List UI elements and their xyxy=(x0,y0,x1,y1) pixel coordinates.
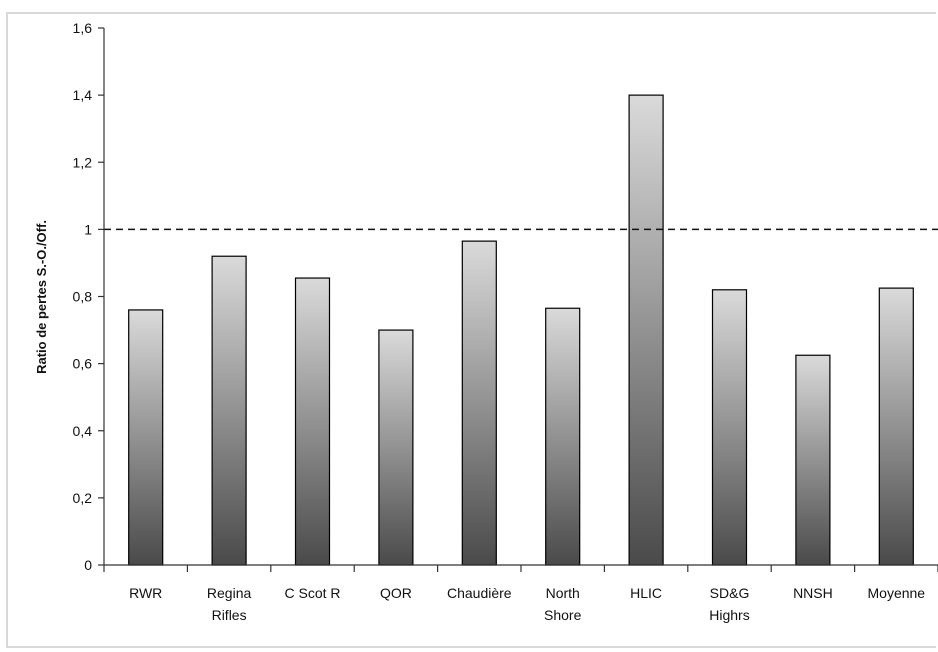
y-tick-label-5: 1 xyxy=(84,221,92,237)
y-tick-label-2: 0,4 xyxy=(73,423,93,439)
bar-0 xyxy=(128,309,164,566)
x-tick-label-2: C Scot R xyxy=(284,585,340,601)
y-tick-label-3: 0,6 xyxy=(73,356,93,372)
axes xyxy=(98,27,938,572)
x-tick-label-7: SD&G Highrs xyxy=(709,585,749,623)
y-tick-label-1: 0,2 xyxy=(73,490,93,506)
bar-4 xyxy=(461,240,497,566)
y-tick-label-7: 1,4 xyxy=(73,87,93,103)
bar-8 xyxy=(795,354,831,566)
y-tick-label-0: 0 xyxy=(84,557,92,573)
x-tick-label-9: Moyenne xyxy=(868,585,926,601)
bar-7 xyxy=(711,289,748,566)
bar-9 xyxy=(878,287,914,566)
x-tick-label-6: HLIC xyxy=(630,585,662,601)
x-tick-label-4: Chaudière xyxy=(447,585,512,601)
y-tick-label-8: 1,6 xyxy=(73,20,93,36)
x-tick-label-5: North Shore xyxy=(544,585,582,623)
bar-5 xyxy=(545,307,581,566)
x-tick-label-1: Regina Rifles xyxy=(207,585,252,623)
y-axis-title: Ratio de pertes S.-O./Off. xyxy=(34,220,49,374)
y-tick-label-6: 1,2 xyxy=(73,154,93,170)
y-tick-label-4: 0,8 xyxy=(73,289,93,305)
bar-1 xyxy=(211,255,247,566)
tick-labels: 0 0,2 0,4 0,6 0,8 1 1,2 1,4 1,6 RWR Regina Rifles C … xyxy=(73,20,926,623)
x-tick-label-8: NNSH xyxy=(793,585,833,601)
bar-6 xyxy=(628,94,664,566)
x-tick-label-3: QOR xyxy=(380,585,412,601)
x-tick-label-0: RWR xyxy=(129,585,162,601)
bar-3 xyxy=(378,329,414,566)
bars xyxy=(128,94,914,566)
bar-2 xyxy=(294,277,331,566)
